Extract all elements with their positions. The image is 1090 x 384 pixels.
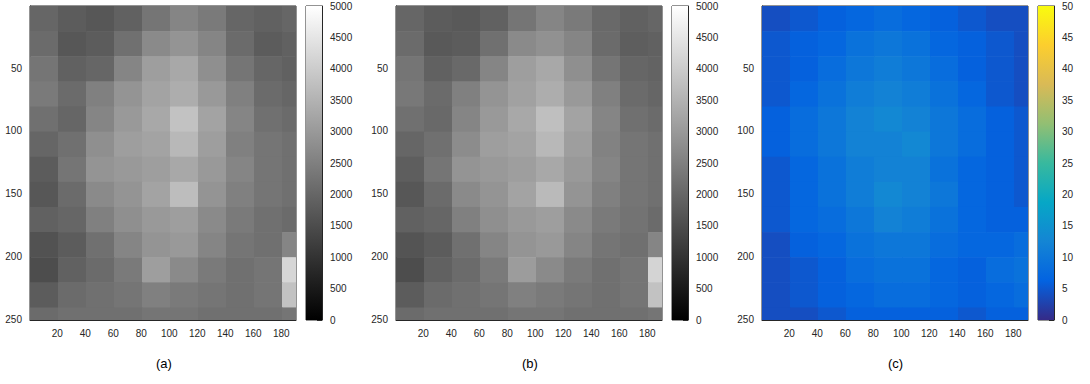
svg-text:180: 180 <box>639 328 656 339</box>
svg-text:180: 180 <box>273 328 290 339</box>
svg-text:(a): (a) <box>156 356 172 371</box>
svg-text:140: 140 <box>217 328 234 339</box>
svg-text:50: 50 <box>1062 1 1074 12</box>
svg-text:(c): (c) <box>888 356 903 371</box>
svg-text:4000: 4000 <box>330 63 353 74</box>
svg-text:140: 140 <box>583 328 600 339</box>
svg-text:40: 40 <box>1062 63 1074 74</box>
svg-text:1500: 1500 <box>696 220 719 231</box>
svg-text:200: 200 <box>5 251 22 262</box>
svg-text:15: 15 <box>1062 220 1074 231</box>
svg-text:2500: 2500 <box>696 158 719 169</box>
svg-text:100: 100 <box>737 125 754 136</box>
svg-text:120: 120 <box>555 328 572 339</box>
svg-text:20: 20 <box>52 328 64 339</box>
svg-text:3500: 3500 <box>696 95 719 106</box>
svg-text:50: 50 <box>743 63 755 74</box>
svg-text:(b): (b) <box>522 356 538 371</box>
svg-text:1500: 1500 <box>330 220 353 231</box>
svg-text:160: 160 <box>611 328 628 339</box>
svg-text:180: 180 <box>1005 328 1022 339</box>
svg-text:25: 25 <box>1062 158 1074 169</box>
svg-text:40: 40 <box>446 328 458 339</box>
svg-text:150: 150 <box>737 188 754 199</box>
svg-text:50: 50 <box>11 63 23 74</box>
svg-text:2000: 2000 <box>696 189 719 200</box>
svg-text:100: 100 <box>893 328 910 339</box>
svg-text:40: 40 <box>812 328 824 339</box>
svg-text:5000: 5000 <box>330 1 353 12</box>
svg-text:60: 60 <box>108 328 120 339</box>
svg-text:3000: 3000 <box>330 126 353 137</box>
svg-text:4000: 4000 <box>696 63 719 74</box>
svg-text:4500: 4500 <box>696 32 719 43</box>
svg-text:10: 10 <box>1062 252 1074 263</box>
svg-text:160: 160 <box>245 328 262 339</box>
svg-text:100: 100 <box>527 328 544 339</box>
svg-text:50: 50 <box>377 63 389 74</box>
svg-text:150: 150 <box>5 188 22 199</box>
svg-text:5000: 5000 <box>696 1 719 12</box>
svg-text:3500: 3500 <box>330 95 353 106</box>
svg-text:1000: 1000 <box>330 252 353 263</box>
svg-text:60: 60 <box>840 328 852 339</box>
svg-text:500: 500 <box>696 283 713 294</box>
svg-text:120: 120 <box>189 328 206 339</box>
svg-text:30: 30 <box>1062 126 1074 137</box>
svg-text:20: 20 <box>1062 189 1074 200</box>
svg-text:2000: 2000 <box>330 189 353 200</box>
svg-text:100: 100 <box>371 125 388 136</box>
svg-text:160: 160 <box>977 328 994 339</box>
svg-text:0: 0 <box>696 315 702 326</box>
svg-text:140: 140 <box>949 328 966 339</box>
svg-text:100: 100 <box>161 328 178 339</box>
svg-text:250: 250 <box>371 314 388 325</box>
svg-text:5: 5 <box>1062 283 1068 294</box>
svg-text:60: 60 <box>474 328 486 339</box>
svg-text:200: 200 <box>371 251 388 262</box>
svg-text:120: 120 <box>921 328 938 339</box>
svg-text:20: 20 <box>418 328 430 339</box>
svg-text:200: 200 <box>737 251 754 262</box>
svg-text:3000: 3000 <box>696 126 719 137</box>
svg-text:35: 35 <box>1062 95 1074 106</box>
svg-text:0: 0 <box>330 315 336 326</box>
svg-text:150: 150 <box>371 188 388 199</box>
svg-text:20: 20 <box>784 328 796 339</box>
svg-text:500: 500 <box>330 283 347 294</box>
svg-text:1000: 1000 <box>696 252 719 263</box>
svg-text:80: 80 <box>868 328 880 339</box>
svg-text:80: 80 <box>502 328 514 339</box>
svg-text:100: 100 <box>5 125 22 136</box>
svg-text:250: 250 <box>737 314 754 325</box>
svg-text:80: 80 <box>136 328 148 339</box>
svg-text:4500: 4500 <box>330 32 353 43</box>
svg-text:40: 40 <box>80 328 92 339</box>
svg-text:250: 250 <box>5 314 22 325</box>
svg-text:45: 45 <box>1062 32 1074 43</box>
svg-text:2500: 2500 <box>330 158 353 169</box>
svg-text:0: 0 <box>1062 315 1068 326</box>
